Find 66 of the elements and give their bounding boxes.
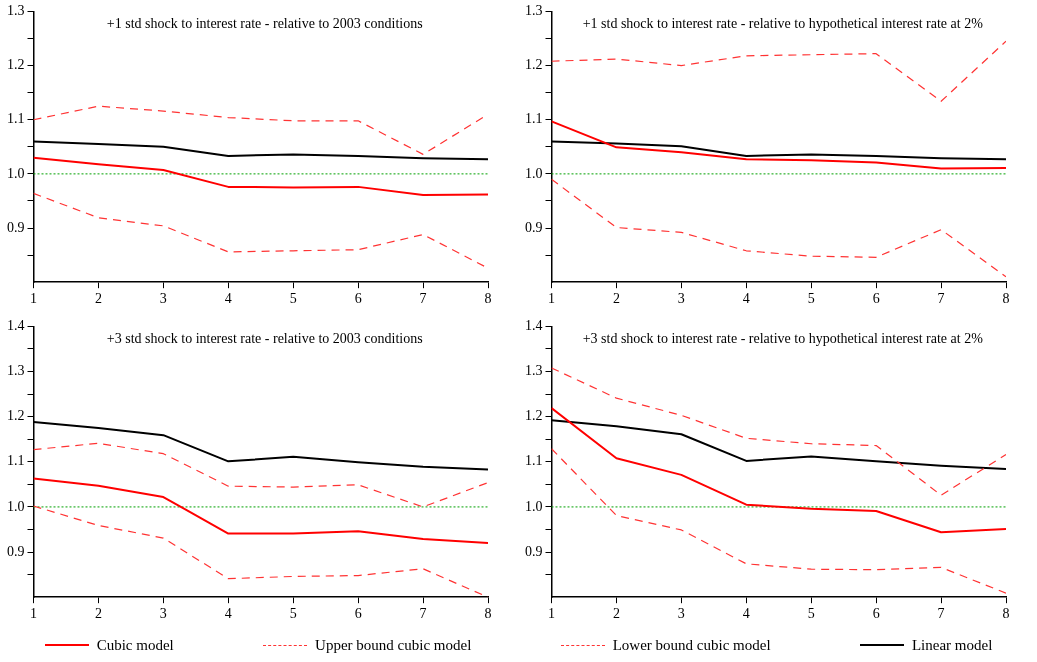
x-tick-label: 3 (159, 291, 167, 307)
x-tick-label: 1 (548, 606, 555, 622)
x-tick-label: 6 (872, 606, 880, 622)
y-tick-label: 1.1 (7, 111, 25, 127)
y-tick-label: 1.4 (525, 318, 543, 334)
x-tick-label: 3 (677, 606, 685, 622)
x-tick-label: 5 (289, 291, 297, 307)
x-tick-label: 8 (484, 606, 492, 622)
y-tick-label: 1.0 (525, 165, 543, 181)
y-tick-label: 1.3 (525, 363, 543, 379)
y-tick-label: 1.2 (525, 57, 543, 73)
chart-title: +1 std shock to interest rate - relative to hypothetical interest rate at 2% (582, 16, 984, 32)
x-tick-label: 7 (419, 291, 427, 307)
legend-label: Upper bound cubic model (315, 636, 472, 654)
line-series (551, 448, 1006, 594)
x-tick-label: 4 (742, 291, 750, 307)
y-tick-label: 1.4 (7, 318, 25, 334)
x-tick-label: 1 (30, 606, 37, 622)
chart-title: +3 std shock to interest rate - relative to 2003 conditions (106, 331, 423, 347)
y-tick-label: 1.0 (7, 498, 25, 514)
x-tick-label: 6 (872, 291, 880, 307)
x-tick-label: 8 (484, 291, 492, 307)
line-series (551, 178, 1006, 278)
y-tick-label: 1.0 (7, 165, 25, 181)
y-tick-label: 1.3 (525, 3, 543, 19)
x-tick-label: 1 (548, 291, 555, 307)
x-tick-label: 5 (807, 606, 815, 622)
y-tick-label: 1.2 (7, 408, 25, 424)
x-tick-label: 1 (30, 291, 37, 307)
legend-label: Lower bound cubic model (612, 636, 771, 654)
y-tick-label: 1.1 (525, 111, 543, 127)
chart-title: +3 std shock to interest rate - relative to hypothetical interest rate at 2% (582, 331, 984, 347)
line-series (551, 40, 1006, 102)
x-tick-label: 4 (224, 606, 232, 622)
x-tick-label: 7 (937, 606, 945, 622)
x-tick-label: 2 (94, 606, 102, 622)
x-tick-label: 6 (354, 606, 362, 622)
y-tick-label: 1.2 (525, 408, 543, 424)
x-tick-label: 2 (94, 291, 102, 307)
y-tick-label: 1.3 (7, 3, 25, 19)
y-tick-label: 0.9 (525, 543, 543, 559)
x-tick-label: 4 (224, 291, 232, 307)
x-tick-label: 2 (612, 606, 620, 622)
x-tick-label: 3 (677, 291, 685, 307)
legend-label: Cubic model (96, 636, 174, 654)
y-tick-label: 1.0 (525, 498, 543, 514)
y-tick-label: 1.1 (525, 453, 543, 469)
y-tick-label: 1.2 (7, 57, 25, 73)
x-tick-label: 5 (807, 291, 815, 307)
x-tick-label: 8 (1002, 606, 1010, 622)
chart-title: +1 std shock to interest rate - relative to 2003 conditions (106, 16, 423, 32)
x-tick-label: 6 (354, 291, 362, 307)
x-tick-label: 5 (289, 606, 297, 622)
y-tick-label: 1.1 (7, 453, 25, 469)
y-tick-label: 0.9 (7, 219, 25, 235)
legend-label: Linear model (911, 636, 993, 654)
x-tick-label: 3 (159, 606, 167, 622)
x-tick-label: 7 (419, 606, 427, 622)
x-tick-label: 2 (612, 291, 620, 307)
x-tick-label: 8 (1002, 291, 1010, 307)
y-tick-label: 1.3 (7, 363, 25, 379)
y-tick-label: 0.9 (7, 543, 25, 559)
y-tick-label: 0.9 (525, 219, 543, 235)
line-series (33, 442, 488, 508)
x-tick-label: 7 (937, 291, 945, 307)
x-tick-label: 4 (742, 606, 750, 622)
